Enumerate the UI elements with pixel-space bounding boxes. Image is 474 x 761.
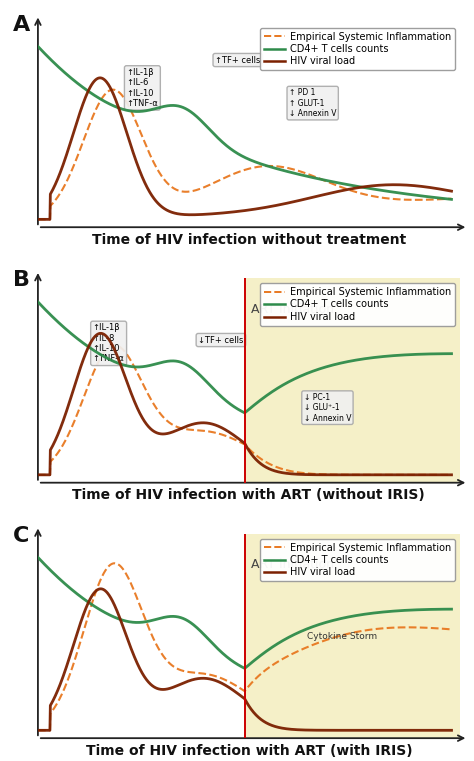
Text: ↓TF+ cells: ↓TF+ cells bbox=[198, 336, 244, 345]
X-axis label: Time of HIV infection with ART (with IRIS): Time of HIV infection with ART (with IRI… bbox=[85, 743, 412, 758]
Bar bbox=[245, 279, 460, 482]
Text: ↑TF+ cells: ↑TF+ cells bbox=[215, 56, 261, 65]
Bar bbox=[245, 533, 460, 738]
Legend: Empirical Systemic Inflammation, CD4+ T cells counts, HIV viral load: Empirical Systemic Inflammation, CD4+ T … bbox=[260, 539, 455, 581]
Legend: Empirical Systemic Inflammation, CD4+ T cells counts, HIV viral load: Empirical Systemic Inflammation, CD4+ T … bbox=[260, 283, 455, 326]
Text: A: A bbox=[13, 14, 30, 35]
Text: C: C bbox=[13, 526, 29, 546]
Text: ↑IL-1β
↑IL-8
↑IL-10
↑TNF-α: ↑IL-1β ↑IL-8 ↑IL-10 ↑TNF-α bbox=[93, 323, 125, 364]
Text: ↓ PC-1
↓ GLU⁺-1
↓ Annexin V: ↓ PC-1 ↓ GLU⁺-1 ↓ Annexin V bbox=[304, 393, 351, 422]
X-axis label: Time of HIV infection with ART (without IRIS): Time of HIV infection with ART (without … bbox=[73, 489, 425, 502]
Text: ART initiation: ART initiation bbox=[251, 559, 334, 572]
Text: Cytokine Storm: Cytokine Storm bbox=[307, 632, 377, 641]
Text: ↑ PD 1
↑ GLUT-1
↓ Annexin V: ↑ PD 1 ↑ GLUT-1 ↓ Annexin V bbox=[289, 88, 337, 118]
Text: B: B bbox=[13, 270, 29, 290]
X-axis label: Time of HIV infection without treatment: Time of HIV infection without treatment bbox=[92, 233, 406, 247]
Legend: Empirical Systemic Inflammation, CD4+ T cells counts, HIV viral load: Empirical Systemic Inflammation, CD4+ T … bbox=[260, 27, 455, 70]
Text: ↑IL-1β
↑IL-6
↑IL-10
↑TNF-α: ↑IL-1β ↑IL-6 ↑IL-10 ↑TNF-α bbox=[127, 68, 158, 108]
Text: ART initiation: ART initiation bbox=[251, 303, 334, 316]
